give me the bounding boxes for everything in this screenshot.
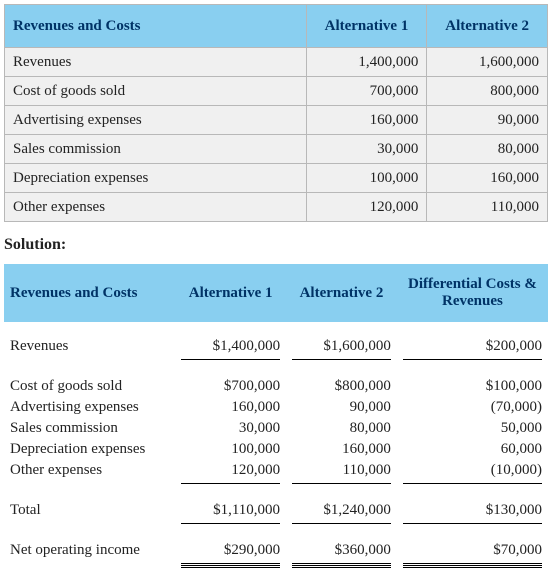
cell-value: 160,000 (427, 164, 548, 193)
row-label: Depreciation expenses (5, 164, 307, 193)
cell-value: 120,000 (306, 193, 427, 222)
col-header-alt1: Alternative 1 (306, 5, 427, 48)
col-header-label: Revenues and Costs (5, 5, 307, 48)
row-label: Other expenses (4, 460, 175, 481)
solution-heading: Solution: (4, 236, 548, 254)
total-row: Total $1,110,000 $1,240,000 $130,000 (4, 500, 548, 521)
cell-value: $130,000 (397, 500, 548, 521)
cell-value: 100,000 (306, 164, 427, 193)
cell-value: 160,000 (286, 439, 397, 460)
solution-table: Revenues and Costs Alternative 1 Alterna… (4, 264, 548, 570)
revenues-row: Revenues $1,400,000 $1,600,000 $200,000 (4, 336, 548, 357)
cell-value: 30,000 (175, 418, 286, 439)
cell-value: $1,600,000 (286, 336, 397, 357)
table-row: Other expenses 120,000 110,000 (5, 193, 548, 222)
cell-value: 110,000 (427, 193, 548, 222)
cell-value: $290,000 (175, 540, 286, 561)
col-header-alt1: Alternative 1 (175, 264, 286, 322)
cell-value: $1,110,000 (175, 500, 286, 521)
expense-row: Cost of goods sold $700,000 $800,000 $10… (4, 376, 548, 397)
col-header-diff: Differential Costs & Revenues (397, 264, 548, 322)
cell-value: $800,000 (286, 376, 397, 397)
cell-value: 700,000 (306, 77, 427, 106)
row-label: Advertising expenses (5, 106, 307, 135)
cell-value: 160,000 (175, 397, 286, 418)
row-label: Depreciation expenses (4, 439, 175, 460)
cell-value: 800,000 (427, 77, 548, 106)
cell-value: 80,000 (427, 135, 548, 164)
row-label: Revenues (5, 48, 307, 77)
cell-value: $200,000 (397, 336, 548, 357)
row-label: Cost of goods sold (4, 376, 175, 397)
cell-value: $1,400,000 (175, 336, 286, 357)
cell-value: 90,000 (286, 397, 397, 418)
col-header-alt2: Alternative 2 (286, 264, 397, 322)
cell-value: $1,240,000 (286, 500, 397, 521)
cell-value: 120,000 (175, 460, 286, 481)
row-label: Revenues (4, 336, 175, 357)
row-label: Total (4, 500, 175, 521)
table-row: Cost of goods sold 700,000 800,000 (5, 77, 548, 106)
cell-value: 30,000 (306, 135, 427, 164)
table-row: Advertising expenses 160,000 90,000 (5, 106, 548, 135)
col-header-alt2: Alternative 2 (427, 5, 548, 48)
cell-value: 110,000 (286, 460, 397, 481)
cell-value: 160,000 (306, 106, 427, 135)
expense-row: Sales commission 30,000 80,000 50,000 (4, 418, 548, 439)
table-row: Sales commission 30,000 80,000 (5, 135, 548, 164)
cell-value: (10,000) (397, 460, 548, 481)
row-label: Cost of goods sold (5, 77, 307, 106)
expense-row: Other expenses 120,000 110,000 (10,000) (4, 460, 548, 481)
cell-value: $70,000 (397, 540, 548, 561)
row-label: Other expenses (5, 193, 307, 222)
cell-value: 1,400,000 (306, 48, 427, 77)
table-row: Revenues 1,400,000 1,600,000 (5, 48, 548, 77)
expense-row: Advertising expenses 160,000 90,000 (70,… (4, 397, 548, 418)
row-label: Net operating income (4, 540, 175, 561)
cell-value: (70,000) (397, 397, 548, 418)
table-row: Depreciation expenses 100,000 160,000 (5, 164, 548, 193)
table-header-row: Revenues and Costs Alternative 1 Alterna… (5, 5, 548, 48)
cell-value: $100,000 (397, 376, 548, 397)
cell-value: 90,000 (427, 106, 548, 135)
cell-value: 1,600,000 (427, 48, 548, 77)
cell-value: 60,000 (397, 439, 548, 460)
table-header-row: Revenues and Costs Alternative 1 Alterna… (4, 264, 548, 322)
cell-value: $360,000 (286, 540, 397, 561)
cell-value: 50,000 (397, 418, 548, 439)
expense-row: Depreciation expenses 100,000 160,000 60… (4, 439, 548, 460)
col-header-label: Revenues and Costs (4, 264, 175, 322)
row-label: Advertising expenses (4, 397, 175, 418)
row-label: Sales commission (5, 135, 307, 164)
cell-value: 80,000 (286, 418, 397, 439)
cell-value: $700,000 (175, 376, 286, 397)
input-table: Revenues and Costs Alternative 1 Alterna… (4, 4, 548, 222)
net-income-row: Net operating income $290,000 $360,000 $… (4, 540, 548, 561)
cell-value: 100,000 (175, 439, 286, 460)
row-label: Sales commission (4, 418, 175, 439)
